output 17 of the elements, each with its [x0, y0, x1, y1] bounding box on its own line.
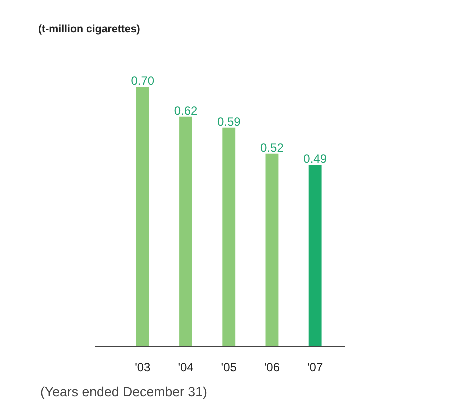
x-tick-label: '05	[221, 360, 238, 374]
data-label: 0.62	[174, 104, 198, 118]
data-label: 0.52	[260, 140, 284, 155]
x-tick-label: '07	[308, 360, 324, 374]
x-tick-label: '04	[178, 360, 194, 374]
chart-subtitle: (t-million cigarettes)	[38, 24, 141, 36]
bar	[222, 128, 236, 346]
data-label: 0.70	[131, 74, 155, 88]
bar	[308, 164, 322, 346]
text: (Years ended December 31)	[40, 384, 208, 400]
bar	[266, 154, 279, 346]
data-label: 0.59	[217, 114, 242, 129]
x-tick-label: '03	[135, 360, 152, 374]
data-label: 0.49	[304, 152, 328, 166]
x-tick-label: '06	[264, 360, 280, 374]
bar	[136, 87, 150, 346]
bar	[180, 116, 192, 346]
